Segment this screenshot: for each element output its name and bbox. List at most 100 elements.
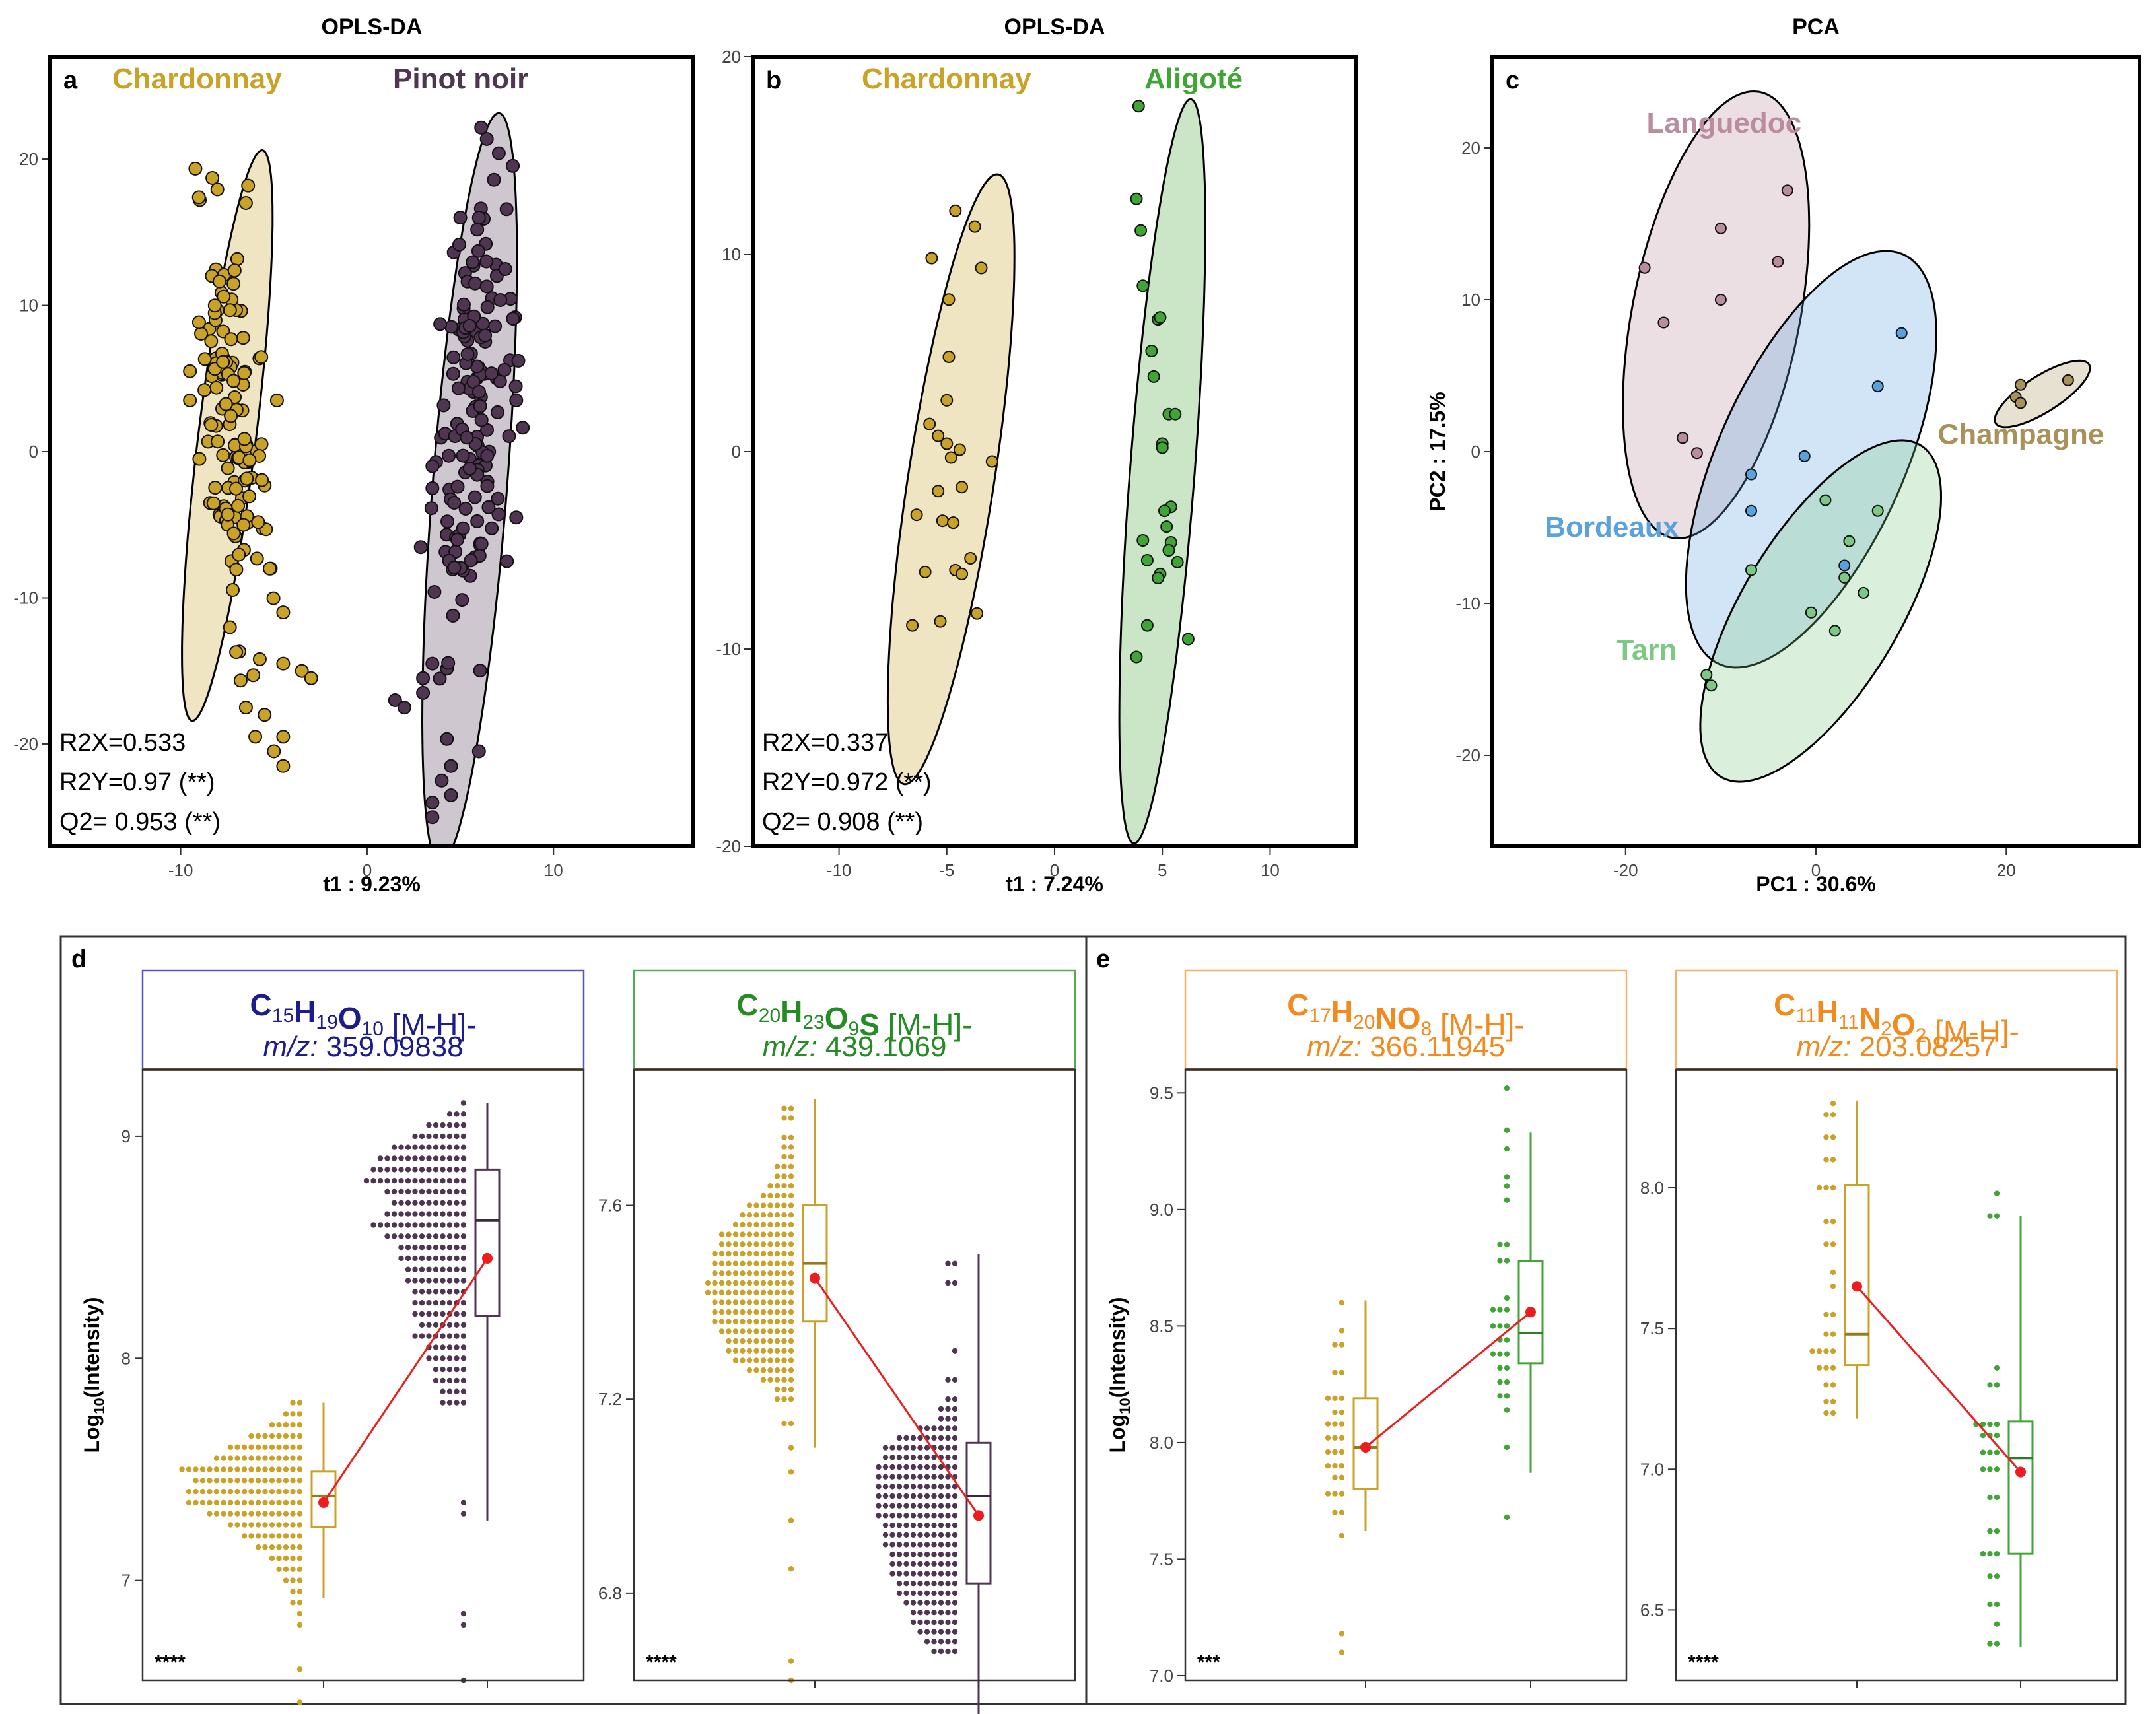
data-point (238, 701, 253, 715)
dot (391, 1222, 398, 1228)
dot (889, 1455, 895, 1460)
dot (732, 1328, 739, 1334)
dot (746, 1251, 753, 1257)
dot (460, 1244, 467, 1251)
dot (753, 1212, 759, 1218)
data-point (1134, 224, 1148, 237)
dot (460, 1322, 467, 1328)
data-point (1154, 311, 1167, 324)
dot (938, 1629, 944, 1635)
dot (283, 1478, 289, 1484)
dot (753, 1289, 759, 1295)
dot (207, 1488, 213, 1495)
dot (440, 1211, 446, 1217)
dot (774, 1270, 781, 1276)
dot (903, 1464, 909, 1470)
dot (781, 1377, 787, 1383)
mean-connector (322, 1258, 489, 1503)
mz-prefix: m/z: (1796, 1031, 1859, 1063)
data-point (397, 701, 411, 715)
dot (290, 1400, 296, 1406)
dot (290, 1455, 296, 1461)
dot (213, 1478, 220, 1484)
legend-label: Pinot noir (393, 63, 528, 95)
dot (426, 1322, 432, 1328)
dot (945, 1503, 951, 1509)
data-point (255, 473, 269, 487)
dot (1339, 1435, 1345, 1441)
dot (419, 1300, 425, 1306)
dot (931, 1435, 937, 1441)
y-tick-label: 8.0 (1150, 1433, 1173, 1453)
data-point (226, 277, 241, 291)
dot (732, 1289, 739, 1295)
dot (460, 1377, 467, 1384)
dot (952, 1522, 958, 1528)
significance-marker: **** (155, 1651, 186, 1673)
dot (952, 1610, 958, 1616)
dot (1823, 1410, 1829, 1416)
dot (740, 1348, 746, 1354)
dot (440, 1278, 446, 1284)
dot (903, 1561, 909, 1567)
dot (1325, 1421, 1331, 1427)
dot (446, 1122, 453, 1128)
panel-letter: c (1506, 67, 1519, 94)
dot (938, 1581, 944, 1587)
dot (1339, 1421, 1345, 1427)
dot (945, 1542, 951, 1548)
data-point (452, 237, 466, 252)
dot (296, 1400, 303, 1406)
dot (248, 1522, 254, 1528)
dot (384, 1178, 390, 1184)
dot (889, 1571, 895, 1577)
data-point (456, 448, 470, 463)
formula-subscript: 8 (1421, 1018, 1432, 1040)
dot (1830, 1241, 1836, 1247)
dot (454, 1333, 460, 1339)
dot (1325, 1449, 1331, 1455)
dot (460, 1622, 467, 1628)
data-point (1705, 679, 1718, 692)
data-point (197, 352, 212, 366)
dot (945, 1377, 951, 1383)
y-tick-label: 8.0 (1640, 1178, 1664, 1198)
dot (248, 1466, 254, 1472)
dot (440, 1333, 446, 1339)
dot (938, 1648, 944, 1655)
data-point (1781, 184, 1793, 197)
dot (952, 1629, 958, 1635)
dot (391, 1144, 398, 1150)
dot (952, 1581, 958, 1587)
dot (433, 1289, 439, 1295)
dot (746, 1357, 753, 1363)
dot (896, 1551, 903, 1558)
dot (1339, 1474, 1345, 1480)
dot (896, 1464, 903, 1470)
data-point (1160, 520, 1173, 533)
dot (412, 1178, 418, 1184)
dot (1504, 1258, 1510, 1264)
dot (460, 1400, 467, 1406)
dot (433, 1366, 439, 1373)
dot (398, 1178, 404, 1184)
dot (446, 1400, 453, 1406)
dot (781, 1328, 787, 1334)
dot (454, 1255, 460, 1262)
dot (924, 1464, 930, 1470)
mean-point (1525, 1307, 1536, 1318)
dot (405, 1200, 411, 1206)
mz-value: m/z: 359.09838 (263, 1031, 463, 1063)
data-point (934, 615, 947, 628)
dot (221, 1478, 226, 1484)
dot (760, 1231, 767, 1237)
dot (290, 1499, 296, 1506)
dot (440, 1144, 446, 1150)
data-point (2014, 378, 2027, 391)
dot (917, 1532, 923, 1538)
dot (426, 1167, 432, 1173)
dot (938, 1590, 944, 1596)
dot (227, 1511, 234, 1517)
dot (924, 1484, 930, 1490)
data-point (221, 461, 235, 475)
